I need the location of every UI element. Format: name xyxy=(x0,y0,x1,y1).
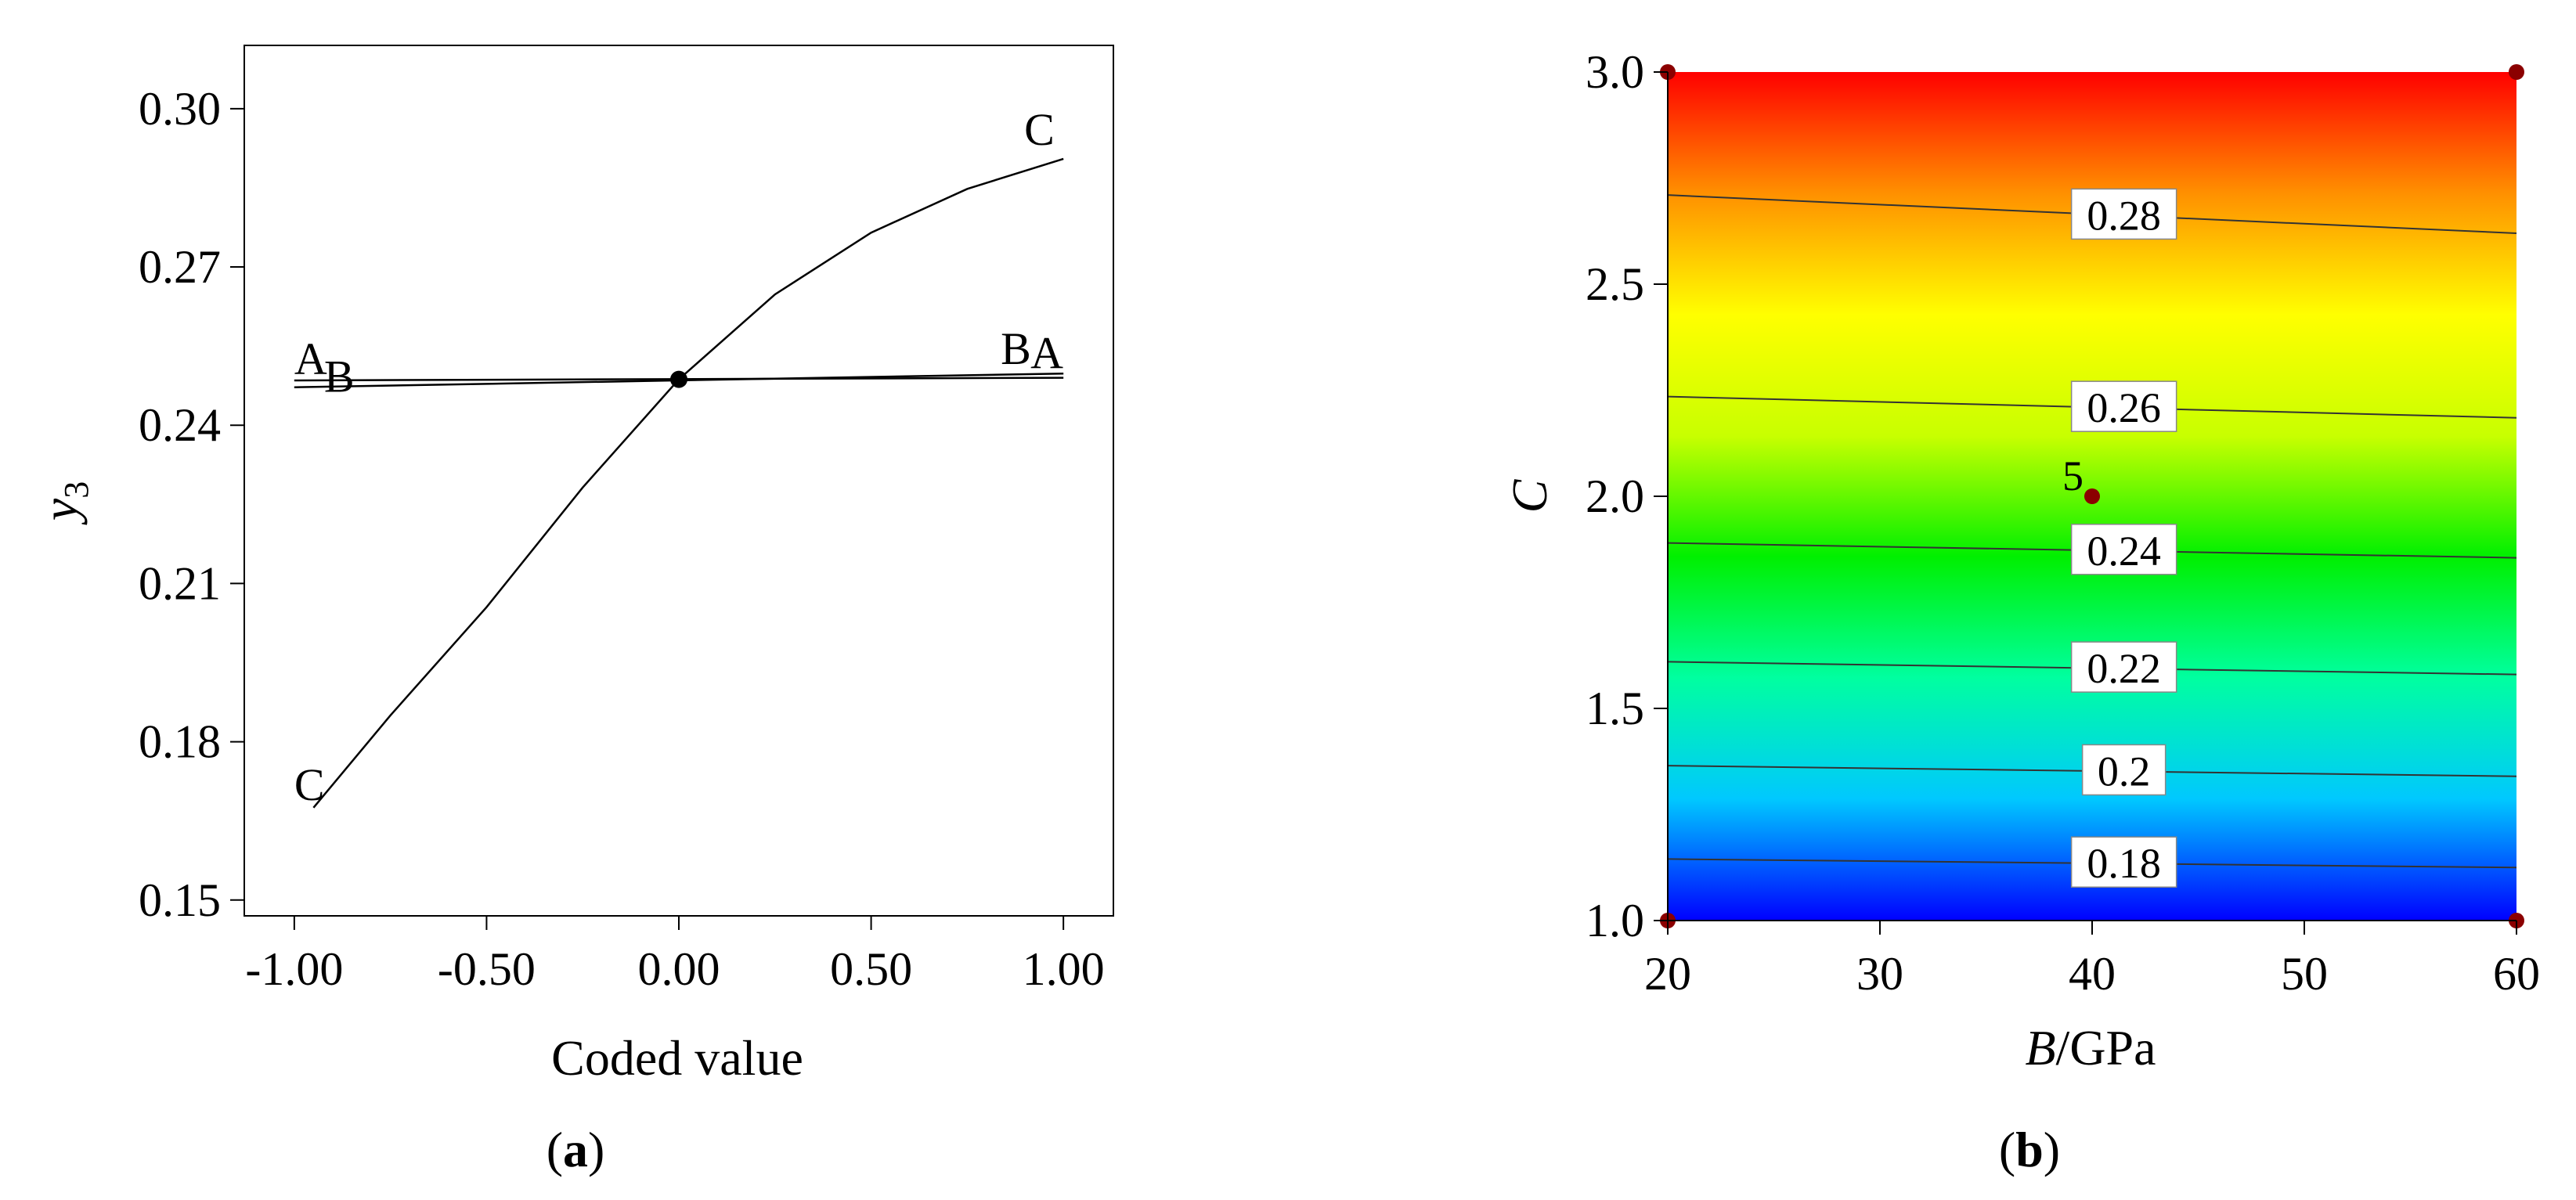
y-axis: 0.15 0.18 0.21 0.24 0.27 0.30 xyxy=(139,83,244,926)
contour-label-box xyxy=(2070,836,2177,888)
line-label-B-start: B xyxy=(324,351,355,402)
line-label-C-end: C xyxy=(1024,104,1055,155)
x-tick-label: 50 xyxy=(2281,948,2328,1000)
design-point xyxy=(2509,64,2524,80)
design-point-label: 5 xyxy=(2062,452,2084,499)
contour-label-box xyxy=(2070,641,2177,693)
contour-label-box xyxy=(2070,524,2177,575)
y-tick-label: 2.0 xyxy=(1586,470,1644,522)
y-tick-label: 0.30 xyxy=(139,83,221,135)
x-axis-title: Coded value xyxy=(551,1030,803,1086)
line-label-C-start: C xyxy=(294,759,325,810)
y-tick-label: 0.24 xyxy=(139,399,221,451)
y-tick-label: 1.5 xyxy=(1586,683,1644,734)
contour-label-box xyxy=(2070,380,2177,432)
y-tick-label: 0.18 xyxy=(139,716,221,768)
line-label-B-end: B xyxy=(1001,323,1031,374)
x-tick-label: 60 xyxy=(2493,948,2540,1000)
contour-label: 0.24 xyxy=(2087,528,2161,575)
factor-line-labels: ABB ACC xyxy=(294,104,1063,810)
center-point xyxy=(670,370,687,388)
contour-label: 0.2 xyxy=(2098,748,2151,795)
panel-label-b: (b) xyxy=(1999,1122,2060,1177)
x-tick-label: 0.50 xyxy=(830,943,912,995)
design-point xyxy=(2084,488,2100,504)
y-axis: 1.0 1.5 2.0 2.5 3.0 xyxy=(1586,46,1668,946)
y-axis-title: y3 xyxy=(32,481,96,525)
y-tick-label: 0.21 xyxy=(139,557,221,609)
x-axis: 20 30 40 50 60 xyxy=(1644,921,2540,1000)
panel-label-a: (a) xyxy=(547,1122,605,1177)
x-tick-label: 20 xyxy=(1644,948,1691,1000)
line-label-A-end: A xyxy=(1030,328,1063,379)
y-tick-label: 3.0 xyxy=(1586,46,1644,98)
y-axis-title: C xyxy=(1502,478,1557,513)
design-points: 5 xyxy=(1660,64,2524,928)
x-axis-title: B/GPa xyxy=(2025,1020,2156,1076)
contour-label-box xyxy=(2081,744,2167,796)
x-tick-label: 40 xyxy=(2069,948,2116,1000)
contour-label: 0.26 xyxy=(2087,384,2161,431)
contour-label: 0.18 xyxy=(2087,840,2161,887)
contour-label-box xyxy=(2070,188,2177,240)
y-tick-label: 1.0 xyxy=(1586,895,1644,946)
x-tick-label: -0.50 xyxy=(438,943,536,995)
y-tick-label: 0.27 xyxy=(139,241,221,293)
x-tick-label: 1.00 xyxy=(1023,943,1105,995)
plot-frame xyxy=(244,45,1114,917)
x-tick-label: 0.00 xyxy=(638,943,720,995)
y-tick-label: 0.15 xyxy=(139,874,221,926)
contour-label: 0.22 xyxy=(2087,645,2161,692)
x-tick-label: -1.00 xyxy=(245,943,343,995)
contour-labels: 0.18 0.2 0.22 0.24 0.26 0.28 xyxy=(2070,188,2177,888)
x-tick-label: 30 xyxy=(1856,948,1903,1000)
contour-plot: 0.18 0.2 0.22 0.24 0.26 0.28 5 1.0 1.5 2.0 2.5 3.… xyxy=(1502,46,2540,1177)
x-axis: -1.00 -0.50 0.00 0.50 1.00 xyxy=(245,916,1105,995)
one-factor-plot: 0.15 0.18 0.21 0.24 0.27 0.30 -1.00 -0.50 0.00 0… xyxy=(32,45,1114,1177)
contour-label: 0.28 xyxy=(2087,192,2161,239)
y-tick-label: 2.5 xyxy=(1586,258,1644,310)
line-C xyxy=(312,157,1064,809)
factor-lines xyxy=(294,157,1064,809)
line-label-A-start: A xyxy=(294,333,327,384)
